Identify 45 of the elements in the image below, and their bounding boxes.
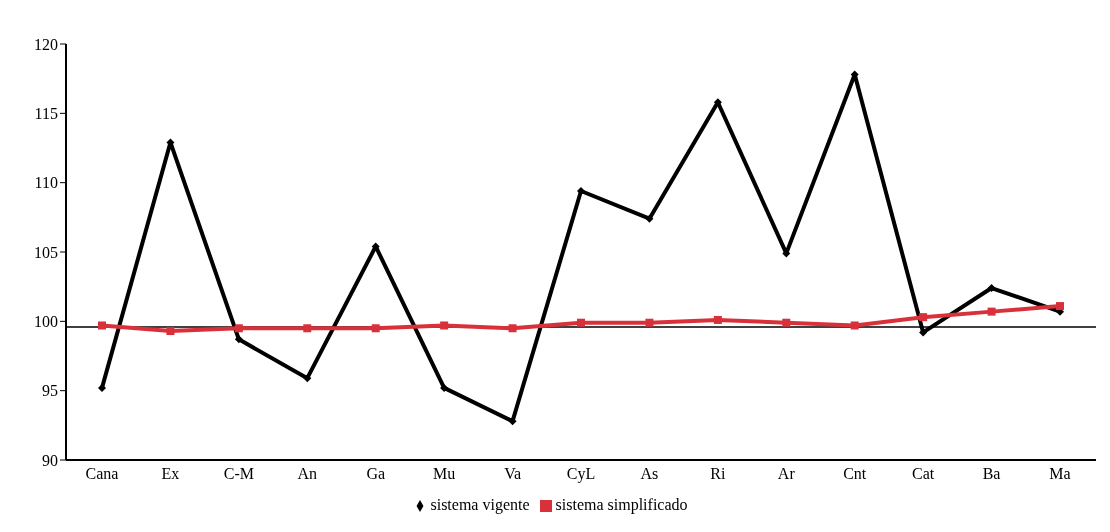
y-tick-label: 90	[42, 451, 58, 469]
point	[440, 383, 449, 392]
y-tick-label: 95	[42, 382, 58, 400]
x-tick-label: An	[297, 465, 318, 483]
point	[713, 315, 722, 324]
y-tick-label: 120	[34, 35, 58, 53]
point	[166, 327, 175, 336]
point	[1056, 302, 1064, 311]
point	[303, 324, 312, 333]
point	[850, 321, 859, 330]
x-tick-label: Cana	[85, 465, 119, 483]
x-tick-label: Mu	[433, 465, 456, 483]
x-tick-label: Ma	[1049, 465, 1071, 483]
x-tick-label: CyL	[566, 465, 596, 484]
point	[782, 318, 791, 327]
point	[234, 324, 243, 333]
y-tick-label: 115	[34, 105, 58, 123]
x-tick-label: Cnt	[843, 465, 867, 483]
legend-label: sistema vigente	[430, 496, 530, 513]
point	[303, 374, 312, 383]
y-tick-label: 100	[34, 313, 58, 331]
point	[577, 318, 585, 327]
x-tick-label: Ba	[982, 465, 1001, 483]
legend-label: sistema simplificado	[555, 496, 688, 513]
point	[987, 307, 996, 316]
x-tick-label: Ar	[777, 465, 796, 483]
point	[645, 214, 654, 223]
x-tick-label: Ex	[161, 465, 180, 483]
point	[645, 318, 654, 327]
point	[440, 321, 449, 330]
point	[234, 335, 243, 344]
point	[987, 284, 996, 293]
y-tick-label: 105	[34, 243, 58, 261]
x-tick-label: As	[640, 465, 659, 483]
point	[508, 324, 517, 333]
x-tick-label: Va	[504, 465, 522, 483]
x-tick-label: C-M	[223, 465, 254, 483]
x-tick-label: Ri	[710, 465, 726, 483]
y-tick-label: 110	[34, 174, 58, 192]
point	[919, 313, 928, 322]
point	[371, 324, 380, 333]
x-tick-label: Ga	[366, 465, 386, 483]
point	[577, 186, 585, 195]
point	[98, 321, 106, 330]
x-tick-label: Cat	[912, 465, 935, 483]
